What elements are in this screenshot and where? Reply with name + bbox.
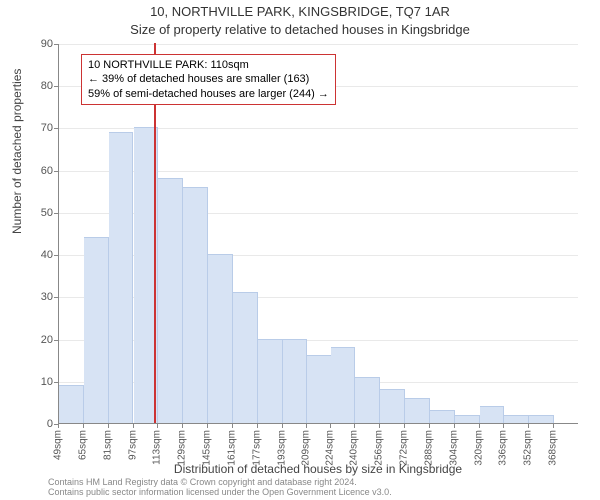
y-tick-label: 10: [41, 376, 53, 388]
histogram-bar: [430, 410, 455, 423]
histogram-bar: [183, 187, 208, 423]
histogram-bar: [109, 132, 134, 423]
x-tick-mark: [330, 423, 331, 428]
histogram-bar: [405, 398, 430, 423]
y-axis-label: Number of detached properties: [10, 69, 24, 234]
x-tick-label: 49sqm: [53, 430, 64, 460]
x-tick-mark: [503, 423, 504, 428]
y-tick-mark: [54, 382, 59, 383]
histogram-bar: [307, 355, 332, 423]
histogram-bar: [158, 178, 183, 423]
x-tick-mark: [429, 423, 430, 428]
y-tick-label: 90: [41, 38, 53, 50]
x-tick-label: 240sqm: [349, 430, 360, 466]
y-tick-mark: [54, 44, 59, 45]
x-tick-label: 129sqm: [177, 430, 188, 466]
x-tick-label: 304sqm: [448, 430, 459, 466]
x-tick-label: 161sqm: [226, 430, 237, 466]
annotation-line2: ← 39% of detached houses are smaller (16…: [88, 72, 329, 86]
x-tick-mark: [454, 423, 455, 428]
x-tick-label: 288sqm: [423, 430, 434, 466]
gridline: [59, 44, 578, 45]
y-tick-label: 40: [41, 249, 53, 261]
x-tick-label: 81sqm: [102, 430, 113, 460]
x-tick-mark: [257, 423, 258, 428]
y-tick-mark: [54, 128, 59, 129]
x-tick-mark: [553, 423, 554, 428]
x-tick-label: 209sqm: [301, 430, 312, 466]
x-tick-label: 145sqm: [202, 430, 213, 466]
x-tick-label: 65sqm: [77, 430, 88, 460]
histogram-bar: [480, 406, 505, 423]
x-tick-mark: [282, 423, 283, 428]
x-tick-mark: [83, 423, 84, 428]
y-tick-label: 80: [41, 80, 53, 92]
histogram-plot: 010203040506070809010 NORTHVILLE PARK: 1…: [58, 44, 578, 424]
histogram-bar: [331, 347, 356, 423]
histogram-bar: [380, 389, 405, 423]
x-tick-label: 97sqm: [127, 430, 138, 460]
x-tick-label: 224sqm: [324, 430, 335, 466]
footer-attribution: Contains HM Land Registry data © Crown c…: [48, 478, 392, 498]
annotation-box: 10 NORTHVILLE PARK: 110sqm← 39% of detac…: [81, 54, 336, 105]
x-tick-mark: [232, 423, 233, 428]
y-tick-label: 60: [41, 165, 53, 177]
footer-line2: Contains public sector information licen…: [48, 487, 392, 497]
x-tick-label: 336sqm: [498, 430, 509, 466]
x-tick-mark: [306, 423, 307, 428]
y-tick-mark: [54, 255, 59, 256]
x-tick-mark: [182, 423, 183, 428]
annotation-line1: 10 NORTHVILLE PARK: 110sqm: [88, 58, 329, 72]
x-tick-label: 368sqm: [548, 430, 559, 466]
x-tick-label: 113sqm: [152, 430, 163, 465]
x-tick-mark: [528, 423, 529, 428]
x-tick-mark: [108, 423, 109, 428]
y-tick-label: 20: [41, 334, 53, 346]
y-tick-mark: [54, 86, 59, 87]
histogram-bar: [208, 254, 233, 423]
x-tick-label: 352sqm: [523, 430, 534, 466]
histogram-bar: [504, 415, 529, 423]
y-tick-label: 30: [41, 291, 53, 303]
x-tick-mark: [58, 423, 59, 428]
x-tick-label: 320sqm: [473, 430, 484, 466]
x-tick-mark: [133, 423, 134, 428]
x-tick-mark: [379, 423, 380, 428]
histogram-bar: [355, 377, 380, 423]
y-tick-mark: [54, 213, 59, 214]
x-tick-mark: [404, 423, 405, 428]
y-tick-mark: [54, 171, 59, 172]
y-tick-label: 0: [47, 418, 53, 430]
y-tick-label: 50: [41, 207, 53, 219]
x-axis-label: Distribution of detached houses by size …: [58, 462, 578, 476]
footer-line1: Contains HM Land Registry data © Crown c…: [48, 477, 357, 487]
histogram-bar: [283, 339, 308, 423]
histogram-bar: [258, 339, 283, 423]
x-tick-mark: [157, 423, 158, 428]
y-tick-label: 70: [41, 122, 53, 134]
histogram-bar: [59, 385, 84, 423]
x-tick-mark: [207, 423, 208, 428]
y-tick-mark: [54, 297, 59, 298]
x-tick-label: 193sqm: [276, 430, 287, 466]
x-tick-label: 177sqm: [251, 430, 262, 466]
annotation-line3: 59% of semi-detached houses are larger (…: [88, 87, 329, 101]
histogram-bar: [84, 237, 109, 423]
x-tick-label: 256sqm: [374, 430, 385, 466]
histogram-bar: [529, 415, 554, 423]
page-title-address: 10, NORTHVILLE PARK, KINGSBRIDGE, TQ7 1A…: [0, 4, 600, 19]
x-tick-mark: [354, 423, 355, 428]
page-title-sub: Size of property relative to detached ho…: [0, 22, 600, 37]
y-tick-mark: [54, 340, 59, 341]
histogram-bar: [455, 415, 480, 423]
x-tick-label: 272sqm: [399, 430, 410, 466]
histogram-bar: [233, 292, 258, 423]
x-tick-mark: [479, 423, 480, 428]
